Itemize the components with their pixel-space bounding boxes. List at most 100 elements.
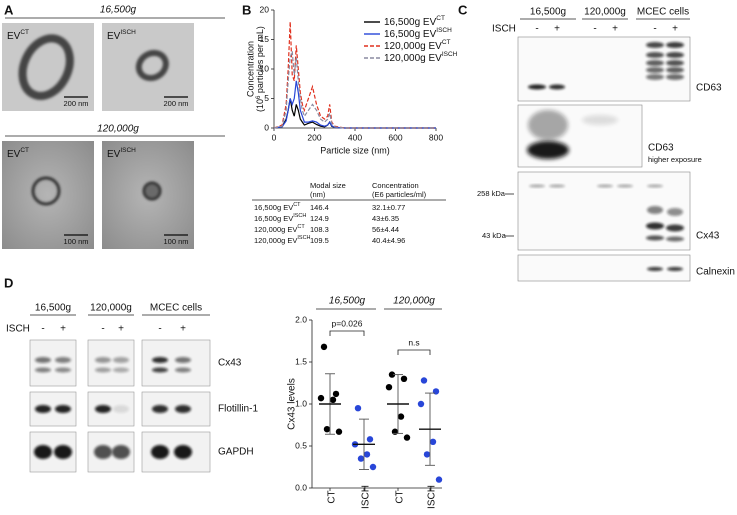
group-title: 16,500g bbox=[329, 296, 366, 307]
x-tick-label: 800 bbox=[429, 132, 443, 142]
blot bbox=[29, 339, 77, 387]
data-point bbox=[317, 394, 325, 402]
annotation: n.s bbox=[408, 337, 419, 347]
group-title: 16,500g bbox=[100, 5, 137, 16]
blot-band bbox=[666, 67, 684, 73]
data-point bbox=[329, 396, 337, 403]
data-point bbox=[388, 371, 396, 378]
vesicle bbox=[135, 49, 169, 82]
lane-sign: + bbox=[60, 324, 66, 335]
x-tick-label: CT bbox=[395, 490, 406, 503]
blot bbox=[517, 254, 691, 282]
y-axis-label: (106 particles per mL) bbox=[255, 26, 265, 112]
blot-band bbox=[151, 445, 169, 459]
table-cell: 32.1±0.77 bbox=[372, 203, 405, 212]
blot-band bbox=[35, 357, 51, 363]
table-cell-sup: CT bbox=[297, 224, 305, 230]
legend-label: 16,500g EVISCH bbox=[384, 27, 452, 39]
bracket bbox=[329, 330, 365, 336]
blot-band bbox=[174, 445, 192, 459]
blot-band bbox=[666, 74, 684, 80]
blot-band bbox=[528, 84, 546, 90]
blot-band bbox=[666, 236, 684, 242]
y-axis-label: Concentration bbox=[245, 41, 255, 97]
image-label: EVISCH bbox=[107, 29, 136, 41]
blot-label: Cx43 bbox=[696, 231, 720, 242]
table-cell: 16,500g EVISCH bbox=[254, 213, 306, 223]
data-point bbox=[429, 438, 437, 445]
y-tick-label: 15 bbox=[260, 34, 270, 44]
image-label: EVCT bbox=[7, 147, 29, 159]
blot-band bbox=[646, 67, 664, 73]
lane-sign: - bbox=[101, 324, 104, 335]
lane-sign: - bbox=[535, 24, 538, 35]
blot-band bbox=[95, 367, 111, 373]
data-point bbox=[369, 463, 377, 471]
blot-band bbox=[35, 405, 51, 413]
blot-band bbox=[667, 208, 683, 216]
data-point bbox=[323, 426, 331, 433]
image-label-sup: CT bbox=[20, 147, 29, 154]
lane-group: MCEC cells bbox=[150, 303, 202, 314]
lane-group: MCEC cells bbox=[637, 7, 689, 18]
vesicle bbox=[18, 34, 74, 100]
table-cell-main: 16,500g EV bbox=[254, 203, 293, 212]
blot-band bbox=[647, 184, 663, 188]
legend-label-sup: ISCH bbox=[442, 51, 458, 58]
treatment-label: ISCH bbox=[492, 24, 516, 35]
lane-sign: - bbox=[41, 324, 44, 335]
blot-band bbox=[175, 367, 191, 373]
table-cell-sup: CT bbox=[293, 202, 301, 208]
blot-band bbox=[527, 141, 569, 159]
data-point bbox=[354, 405, 362, 412]
table-cell: 56±4.44 bbox=[372, 225, 399, 234]
y-axis-label-part: particles per mL) bbox=[255, 26, 265, 96]
blot-band bbox=[175, 405, 191, 413]
image-label: EVISCH bbox=[107, 147, 136, 159]
data-point bbox=[435, 476, 443, 483]
legend-label-main: 16,500g EV bbox=[384, 17, 437, 28]
blot-band bbox=[529, 184, 545, 188]
y-tick-label: 2.0 bbox=[295, 314, 307, 324]
table-header: Modal size bbox=[310, 181, 346, 190]
y-tick-label: 20 bbox=[260, 4, 270, 14]
blot-band bbox=[647, 206, 663, 214]
x-tick-label: CT bbox=[327, 490, 338, 503]
panel-letter: B bbox=[242, 2, 251, 17]
table-cell-main: 120,000g EV bbox=[254, 225, 297, 234]
series-line bbox=[273, 80, 436, 129]
lane-group: 120,000g bbox=[584, 7, 626, 18]
data-point bbox=[366, 436, 374, 443]
legend-label: 16,500g EVCT bbox=[384, 15, 445, 27]
image-label: EVCT bbox=[7, 29, 29, 41]
legend-label-main: 120,000g EV bbox=[384, 41, 442, 52]
blot bbox=[517, 171, 691, 251]
blot bbox=[517, 36, 691, 102]
image-label-sup: CT bbox=[20, 29, 29, 36]
data-point bbox=[423, 451, 431, 458]
panel-letter: C bbox=[458, 2, 468, 17]
blot-note: higher exposure bbox=[648, 155, 702, 164]
blot-band bbox=[55, 405, 71, 413]
blot-band bbox=[666, 42, 684, 48]
table-cell: 124.9 bbox=[310, 214, 329, 223]
panel-letter: A bbox=[4, 2, 14, 17]
lane-group: 16,500g bbox=[35, 303, 71, 314]
y-axis-label-part: (10 bbox=[255, 99, 265, 112]
data-point bbox=[420, 377, 428, 384]
x-tick-label: 200 bbox=[307, 132, 321, 142]
blot-band bbox=[646, 235, 664, 241]
blot-band bbox=[647, 267, 663, 271]
y-tick-label: 1.0 bbox=[295, 398, 307, 408]
group-title: 120,000g bbox=[393, 296, 435, 307]
image-label-sup: ISCH bbox=[120, 29, 136, 36]
blot-label: CD63 bbox=[696, 83, 722, 94]
blot-band bbox=[152, 367, 168, 373]
group-title: 120,000g bbox=[97, 124, 139, 135]
table-cell: 16,500g EVCT bbox=[254, 202, 301, 212]
data-point bbox=[432, 388, 440, 395]
table-cell-main: 120,000g EV bbox=[254, 236, 297, 245]
blot-label: Calnexin bbox=[696, 267, 735, 278]
scale-label: 100 nm bbox=[63, 237, 88, 246]
data-point bbox=[417, 400, 425, 408]
